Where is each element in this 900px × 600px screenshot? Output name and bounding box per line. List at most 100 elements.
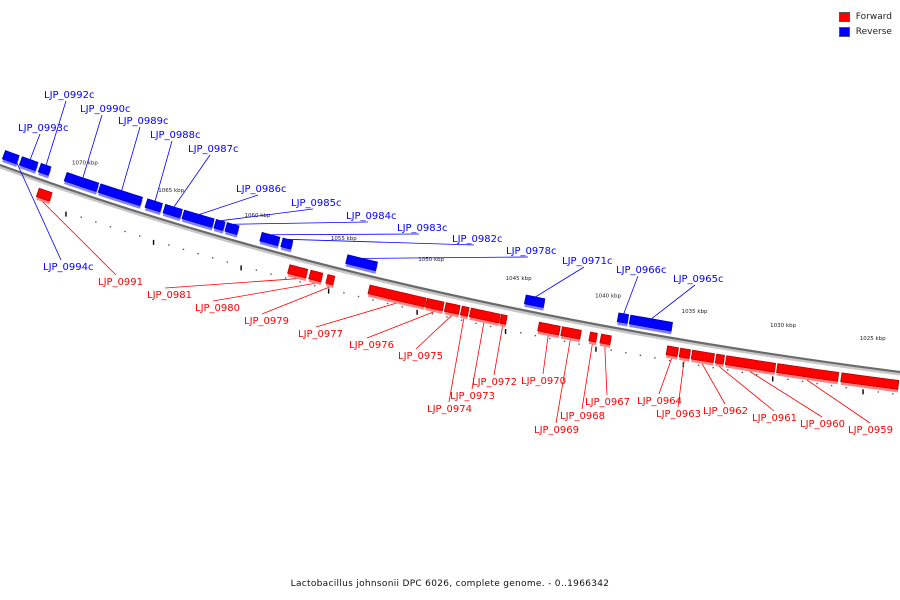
gene-box [345, 254, 378, 272]
minor-tick [372, 299, 374, 301]
leader-line [749, 371, 823, 418]
gene-reverse-box [18, 156, 39, 174]
gene-box [776, 363, 840, 382]
gene-label: LJP_0963 [656, 409, 701, 420]
minor-tick [489, 325, 492, 328]
gene-box [181, 209, 215, 228]
minor-tick [138, 235, 141, 237]
leader-line [415, 315, 452, 350]
leader-line [362, 256, 529, 259]
minor-tick [892, 393, 894, 395]
gene-label: LJP_0990c [80, 104, 131, 115]
gene-forward-box [840, 372, 900, 393]
leader-line [29, 133, 41, 160]
minor-tick [168, 244, 170, 246]
leader-line [623, 275, 639, 314]
gene-label: LJP_0964 [637, 396, 682, 407]
forward-swatch [838, 11, 850, 22]
minor-tick [95, 221, 97, 223]
gene-reverse-box [259, 231, 281, 249]
gene-label: LJP_0974 [427, 404, 472, 415]
gene-label: LJP_0989c [118, 116, 169, 127]
gene-box [35, 187, 53, 202]
leader-line [45, 100, 67, 166]
gene-reverse-box [345, 254, 378, 274]
minor-tick [654, 357, 656, 359]
leader-line [677, 360, 685, 408]
gene-reverse-box [37, 162, 52, 179]
gene-box [665, 345, 679, 357]
leader-line [121, 126, 141, 191]
minor-tick [727, 369, 729, 371]
legend-item-reverse: Reverse [838, 24, 892, 39]
leader-line [271, 233, 420, 236]
gene-label: LJP_0987c [188, 144, 239, 155]
leader-line [701, 363, 726, 405]
minor-tick [756, 373, 758, 376]
minor-tick [816, 382, 818, 385]
kbp-tick-label: 1070 kbp [72, 160, 98, 166]
minor-tick [460, 319, 463, 321]
minor-tick [197, 252, 199, 255]
minor-tick [741, 371, 743, 374]
minor-tick [401, 306, 403, 308]
gene-forward-box [599, 333, 612, 348]
minor-tick [610, 349, 612, 351]
gene-label: LJP_0978c [506, 246, 557, 257]
leader-line [287, 238, 475, 246]
minor-tick [520, 331, 522, 334]
gene-forward-box [776, 363, 840, 385]
leader-line [604, 346, 608, 396]
gene-label: LJP_0961 [752, 413, 797, 424]
minor-tick [109, 226, 112, 228]
gene-box [144, 198, 163, 213]
gene-label: LJP_0970 [521, 376, 566, 387]
gene-label: LJP_0965c [673, 274, 724, 285]
leader-line [555, 340, 571, 424]
gene-box [287, 264, 309, 279]
kbp-tick-label: 1055 kbp [331, 236, 357, 242]
gene-box [690, 349, 715, 363]
gene-label: LJP_0975 [398, 351, 443, 362]
gene-label: LJP_0976 [349, 340, 394, 351]
gene-box [443, 302, 461, 315]
kbp-tick-label: 1025 kbp [860, 336, 886, 342]
leader-line [315, 302, 396, 328]
gene-box [616, 312, 630, 324]
leader-line [658, 358, 672, 395]
gene-box [97, 183, 144, 207]
leader-line [535, 266, 585, 298]
backbone-line [0, 163, 900, 374]
gene-label: LJP_0994c [43, 262, 94, 273]
minor-tick [314, 284, 316, 287]
minor-tick [625, 352, 627, 354]
leader-line [718, 366, 775, 412]
leader-line [164, 278, 297, 289]
gene-reverse-box [523, 294, 546, 311]
gene-reverse-box [1, 150, 20, 168]
gene-box [724, 355, 777, 373]
leader-line [806, 379, 871, 424]
minor-tick [712, 367, 714, 369]
gene-label: LJP_0983c [397, 223, 448, 234]
leader-line [542, 335, 549, 375]
leader-line [11, 152, 62, 261]
gene-reverse-box [144, 198, 163, 215]
gene-label: LJP_0986c [236, 184, 287, 195]
gene-label: LJP_0967 [585, 397, 630, 408]
minor-tick [877, 391, 880, 393]
leader-line [173, 154, 211, 208]
gene-box [523, 294, 546, 308]
minor-tick [475, 322, 477, 325]
gene-label: LJP_0959 [848, 425, 893, 436]
gene-label: LJP_0973 [450, 391, 495, 402]
gene-reverse-box [628, 314, 673, 335]
gene-forward-box [560, 326, 582, 343]
leader-line [448, 318, 465, 403]
gene-box [367, 284, 427, 308]
gene-reverse-box [97, 183, 144, 209]
minor-tick [343, 292, 345, 294]
leader-line [212, 282, 315, 302]
minor-tick [801, 380, 804, 383]
